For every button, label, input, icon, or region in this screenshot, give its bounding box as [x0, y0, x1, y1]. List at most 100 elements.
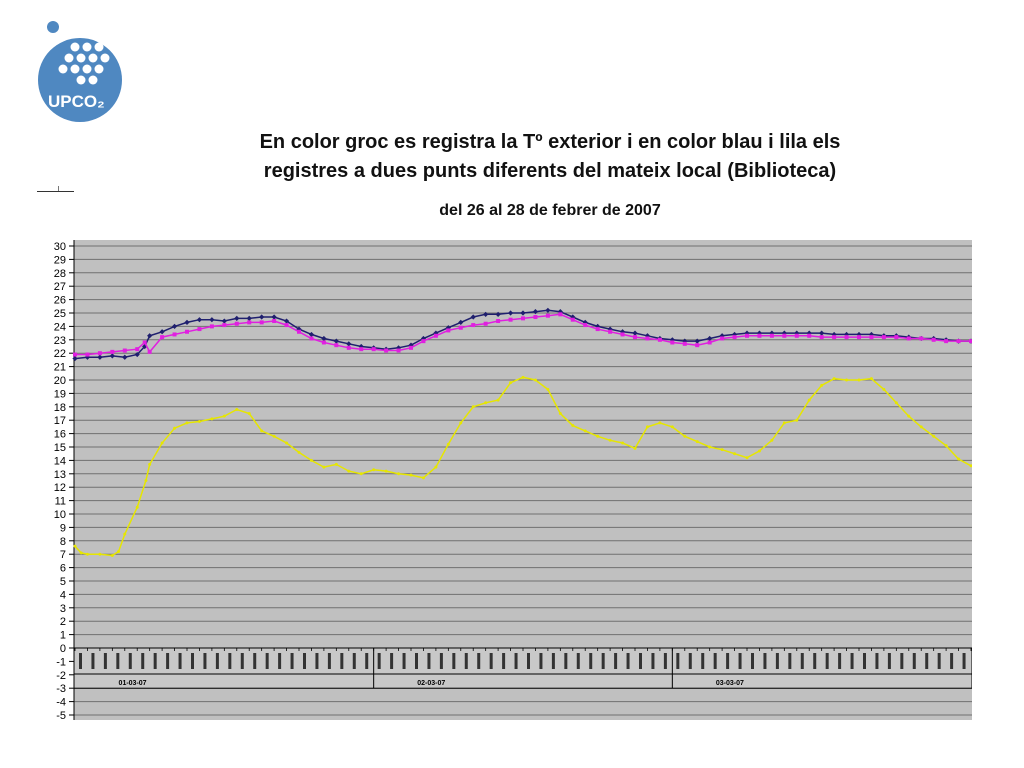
y-tick-label: 19 — [54, 388, 66, 400]
data-point — [545, 307, 551, 313]
data-point — [234, 321, 239, 326]
data-point — [732, 335, 737, 340]
data-point — [97, 354, 103, 360]
data-point — [85, 352, 90, 357]
data-point — [845, 378, 849, 382]
data-point — [533, 315, 538, 320]
x-tick-label — [651, 653, 655, 669]
x-tick-label — [265, 653, 269, 669]
data-point — [831, 331, 837, 338]
x-tick-label — [402, 653, 406, 669]
x-tick-label — [676, 653, 680, 669]
data-point — [322, 465, 326, 469]
data-point — [608, 329, 613, 334]
data-point — [247, 412, 251, 415]
y-tick-label: 8 — [60, 536, 66, 548]
data-point — [98, 552, 102, 556]
data-point — [85, 552, 89, 556]
x-tick-label — [340, 653, 344, 669]
y-tick-label: 16 — [54, 429, 66, 441]
y-tick-label: 20 — [54, 375, 66, 387]
data-point — [185, 421, 189, 425]
y-tick-label: 9 — [60, 522, 66, 534]
x-tick-label — [800, 653, 804, 669]
data-point — [843, 331, 850, 338]
x-tick-label — [178, 653, 182, 669]
data-point — [409, 345, 413, 350]
data-point — [433, 333, 438, 338]
data-point — [931, 337, 936, 342]
data-point — [142, 340, 147, 345]
data-point — [720, 336, 725, 341]
data-point — [144, 479, 148, 482]
data-point — [260, 429, 264, 433]
x-tick-label — [738, 653, 742, 669]
data-point — [496, 398, 500, 402]
data-point — [869, 377, 873, 381]
data-point — [670, 425, 674, 429]
data-point — [496, 319, 501, 324]
y-tick-label: 11 — [55, 496, 66, 508]
data-point — [334, 462, 338, 466]
x-tick-label — [79, 653, 82, 669]
data-point — [458, 319, 464, 325]
data-point — [209, 324, 214, 329]
data-point — [285, 441, 289, 445]
y-tick-label: -5 — [56, 710, 66, 722]
y-tick-label: 29 — [54, 254, 66, 266]
y-tick-label: 12 — [54, 482, 66, 494]
x-tick-label — [502, 653, 506, 669]
data-point — [123, 532, 127, 536]
data-point — [197, 420, 201, 424]
data-point — [495, 311, 501, 317]
data-point — [396, 348, 401, 353]
x-tick-label — [576, 653, 580, 669]
x-tick-label — [551, 653, 555, 669]
y-tick-label: -1 — [56, 656, 66, 668]
data-point — [844, 335, 849, 340]
x-tick-label — [900, 653, 904, 669]
data-point — [894, 335, 899, 340]
data-point — [956, 339, 961, 344]
x-tick-label — [215, 653, 219, 669]
data-point — [297, 329, 301, 334]
data-point — [284, 323, 289, 328]
data-point — [807, 398, 811, 402]
logo-text: UPCO₂ — [48, 92, 105, 111]
x-tick-label — [663, 653, 667, 669]
x-tick-label — [290, 653, 294, 669]
data-point — [795, 418, 799, 422]
data-point — [670, 340, 675, 345]
data-point — [235, 407, 239, 411]
x-tick-label — [240, 653, 244, 669]
y-tick-label: 6 — [60, 563, 66, 575]
data-point — [856, 331, 862, 338]
x-tick-label — [701, 653, 705, 669]
x-tick-label — [863, 653, 866, 669]
x-tick-label — [950, 653, 954, 669]
data-point — [919, 336, 924, 341]
data-point — [520, 310, 526, 316]
data-point — [782, 421, 786, 425]
y-tick-label: 30 — [54, 241, 66, 253]
divider-tick — [58, 186, 59, 191]
x-tick-label — [191, 653, 194, 669]
x-tick-label — [726, 653, 730, 669]
data-point — [558, 312, 563, 317]
y-tick-label: 28 — [54, 268, 66, 280]
data-point — [359, 347, 364, 352]
data-point — [160, 335, 165, 340]
data-point — [707, 340, 712, 345]
data-point — [757, 449, 761, 453]
y-tick-label: 5 — [60, 576, 66, 588]
data-point — [197, 327, 202, 332]
x-tick-label — [813, 653, 817, 669]
x-tick-label — [962, 653, 966, 669]
x-tick-label — [763, 653, 767, 669]
y-tick-label: 3 — [60, 603, 66, 615]
data-point — [159, 329, 165, 335]
y-tick-label: 25 — [54, 308, 66, 320]
data-point — [321, 340, 326, 345]
data-point — [733, 452, 737, 456]
data-point — [545, 313, 550, 318]
